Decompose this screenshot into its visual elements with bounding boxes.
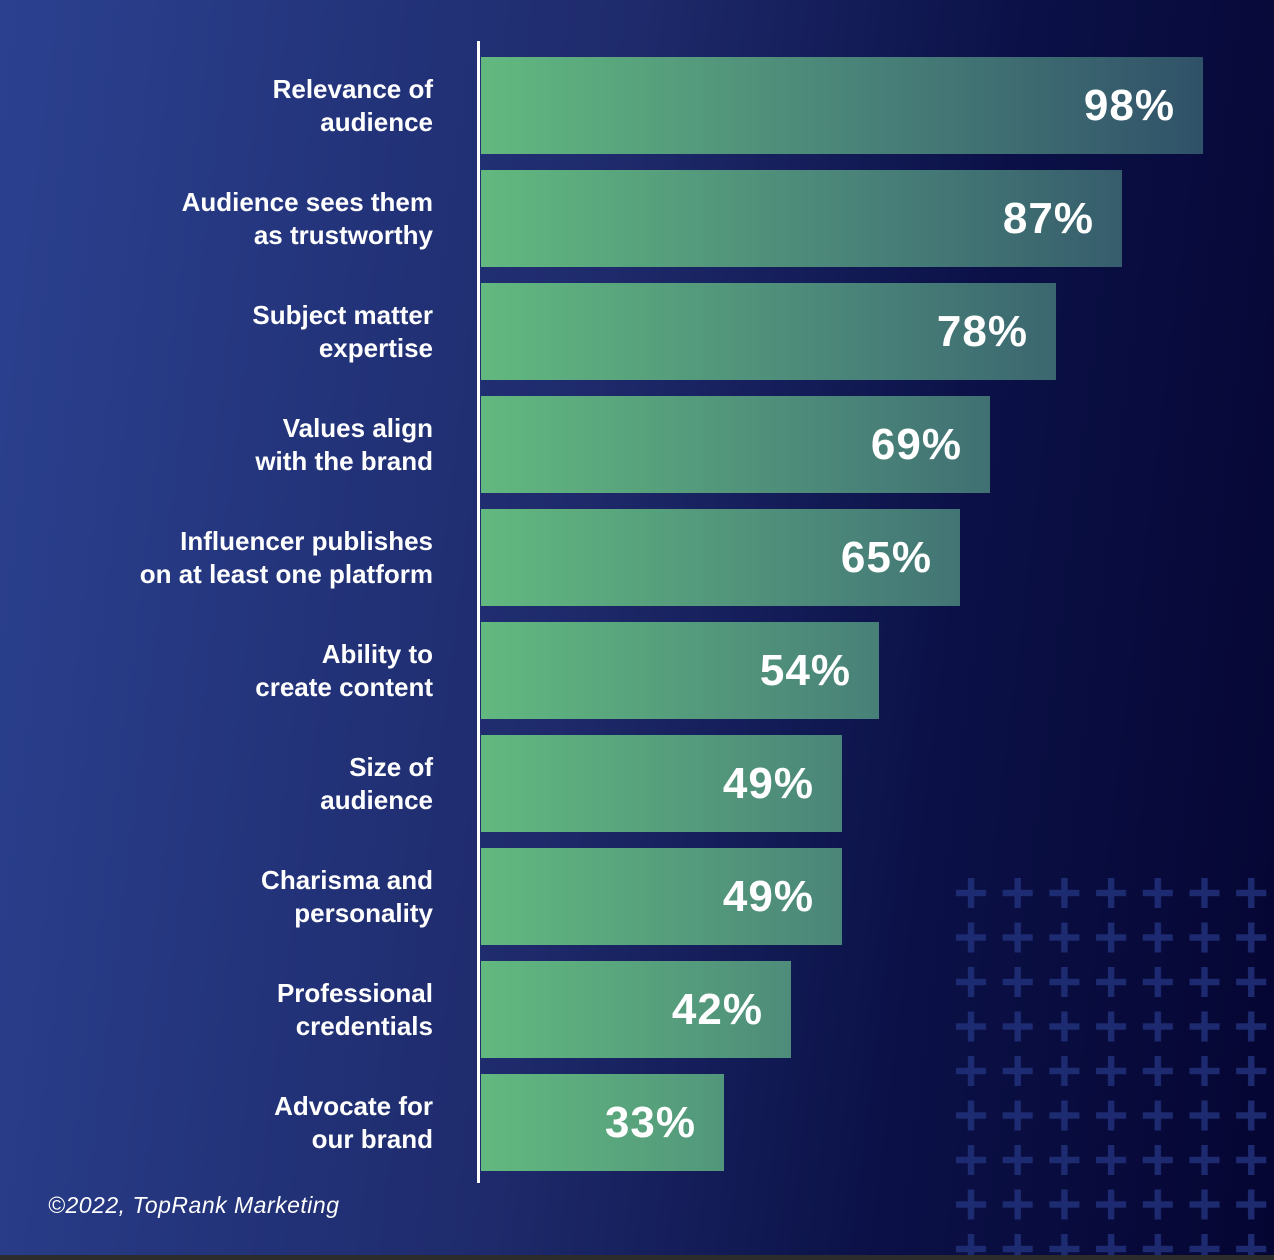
axis-line <box>477 41 480 1183</box>
bar-row: Relevance of audience 98% <box>0 57 1274 154</box>
bar-row: Charisma and personality 49% <box>0 848 1274 945</box>
value-label: 49% <box>722 871 814 921</box>
category-label: Influencer publishes on at least one pla… <box>139 526 433 589</box>
bar-chart: Relevance of audience 98% Audience sees … <box>0 57 1274 1187</box>
bar: 98% <box>481 57 1203 154</box>
bar: 42% <box>481 961 791 1058</box>
category-label: Size of audience <box>320 752 433 815</box>
category-label: Professional credentials <box>276 978 433 1041</box>
category-label: Advocate for our brand <box>274 1091 433 1154</box>
bar-row: Professional credentials 42% <box>0 961 1274 1058</box>
bar: 65% <box>481 509 960 606</box>
bar-row: Advocate for our brand 33% <box>0 1074 1274 1171</box>
value-label: 98% <box>1083 80 1175 130</box>
category-label: Ability to create content <box>255 639 433 702</box>
copyright-text: ©2022, TopRank Marketing <box>48 1192 340 1218</box>
value-label: 33% <box>604 1097 696 1147</box>
value-label: 54% <box>759 645 851 695</box>
value-label: 87% <box>1002 193 1094 243</box>
bar-row: Audience sees them as trustworthy 87% <box>0 170 1274 267</box>
category-label: Audience sees them as trustworthy <box>181 187 433 250</box>
value-label: 42% <box>671 984 763 1034</box>
category-label: Relevance of audience <box>272 74 433 137</box>
bottom-edge-strip <box>0 1255 1274 1260</box>
category-label: Values align with the brand <box>255 413 433 476</box>
bar-row: Ability to create content 54% <box>0 622 1274 719</box>
bar-row: Size of audience 49% <box>0 735 1274 832</box>
plus-pattern-decoration <box>948 871 1274 1260</box>
bar: 54% <box>481 622 879 719</box>
bar: 49% <box>481 735 842 832</box>
bar: 78% <box>481 283 1056 380</box>
value-label: 78% <box>936 306 1028 356</box>
value-label: 65% <box>840 532 932 582</box>
category-label: Charisma and personality <box>261 865 433 928</box>
category-label: Subject matter expertise <box>252 300 433 363</box>
value-label: 49% <box>722 758 814 808</box>
bar: 49% <box>481 848 842 945</box>
value-label: 69% <box>870 419 962 469</box>
bar-row: Influencer publishes on at least one pla… <box>0 509 1274 606</box>
bar: 87% <box>481 170 1122 267</box>
bar-row: Subject matter expertise 78% <box>0 283 1274 380</box>
bar: 69% <box>481 396 990 493</box>
bar-row: Values align with the brand 69% <box>0 396 1274 493</box>
bar: 33% <box>481 1074 724 1171</box>
